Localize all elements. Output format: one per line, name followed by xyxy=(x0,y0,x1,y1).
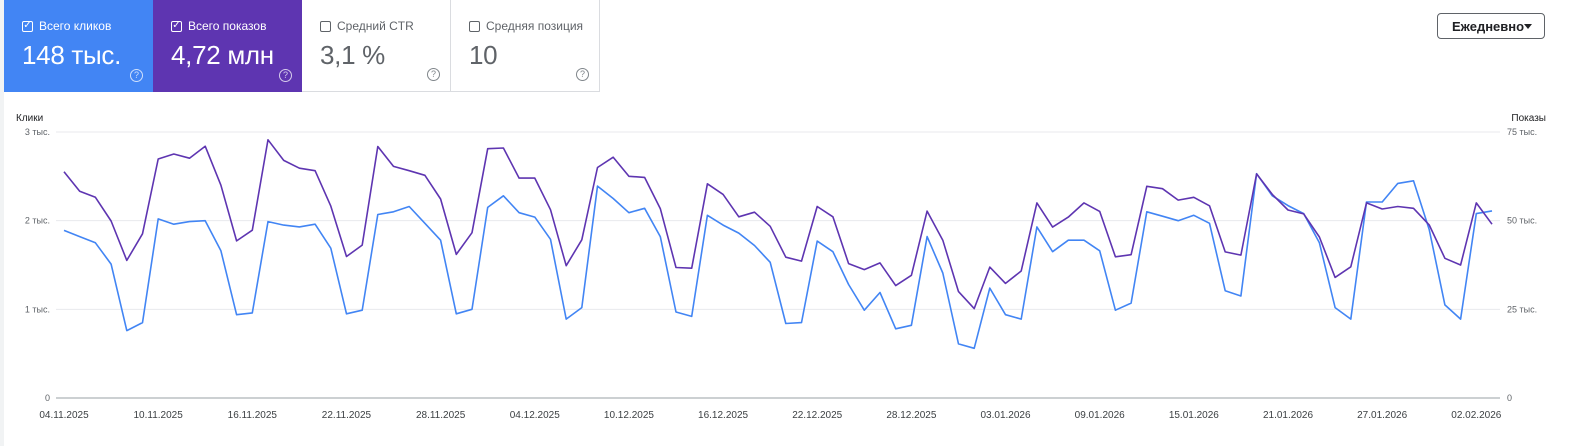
right-axis-tick-label: 25 тыс. xyxy=(1507,304,1537,314)
checkbox[interactable] xyxy=(469,20,480,32)
x-tick-label: 04.12.2025 xyxy=(510,410,560,421)
help-icon[interactable]: ? xyxy=(427,68,440,81)
checkbox[interactable] xyxy=(320,20,331,32)
tile-average-ctr[interactable]: Средний CTR 3,1 % ? xyxy=(302,0,451,92)
left-axis-tick-label: 2 тыс. xyxy=(25,216,50,226)
tile-label: Всего показов xyxy=(188,19,267,33)
right-axis-tick-label: 50 тыс. xyxy=(1507,216,1537,226)
tile-total-clicks[interactable]: ✓ Всего кликов 148 тыс. ? xyxy=(4,0,153,92)
tile-value: 10 xyxy=(469,40,498,70)
impressions-series-line xyxy=(63,139,1493,310)
right-axis-tick-label: 75 тыс. xyxy=(1507,127,1537,137)
left-axis-tick-label: 3 тыс. xyxy=(25,127,50,137)
x-tick-label: 16.12.2025 xyxy=(698,410,748,421)
period-dropdown[interactable]: Ежедневно xyxy=(1437,13,1545,39)
clicks-series-line xyxy=(63,172,1493,350)
x-tick-label: 15.01.2026 xyxy=(1169,410,1219,421)
x-tick-label: 10.11.2025 xyxy=(133,410,183,421)
tile-total-impressions[interactable]: ✓ Всего показов 4,72 млн ? xyxy=(153,0,302,92)
help-icon[interactable]: ? xyxy=(576,68,589,81)
chevron-down-icon xyxy=(1524,24,1532,29)
period-dropdown-label: Ежедневно xyxy=(1452,18,1525,34)
left-axis-tick-label: 1 тыс. xyxy=(25,304,50,314)
x-tick-label: 22.12.2025 xyxy=(792,410,842,421)
tile-average-position[interactable]: Средняя позиция 10 ? xyxy=(451,0,600,92)
x-tick-label: 03.01.2026 xyxy=(981,410,1031,421)
help-icon[interactable]: ? xyxy=(279,69,292,82)
checkbox[interactable]: ✓ xyxy=(171,20,182,32)
right-axis-title: Показы xyxy=(1511,113,1546,124)
help-icon[interactable]: ? xyxy=(130,69,143,82)
x-tick-label: 21.01.2026 xyxy=(1263,410,1313,421)
right-axis-tick-label: 0 xyxy=(1507,393,1512,403)
tile-value: 4,72 млн xyxy=(171,40,274,70)
tile-value: 3,1 % xyxy=(320,40,385,70)
metric-tiles: ✓ Всего кликов 148 тыс. ? ✓ Всего показов … xyxy=(4,0,600,92)
checkbox[interactable]: ✓ xyxy=(22,20,33,32)
x-tick-label: 02.02.2026 xyxy=(1451,410,1501,421)
left-axis-title: Клики xyxy=(16,113,43,124)
x-tick-label: 28.12.2025 xyxy=(886,410,936,421)
x-tick-label: 04.11.2025 xyxy=(39,410,89,421)
tile-value: 148 тыс. xyxy=(22,40,122,70)
tile-label: Средняя позиция xyxy=(486,19,584,33)
tile-label: Средний CTR xyxy=(337,19,414,33)
left-axis-tick-label: 0 xyxy=(45,393,50,403)
x-tick-label: 22.11.2025 xyxy=(322,410,372,421)
x-tick-label: 16.11.2025 xyxy=(228,410,278,421)
x-tick-label: 28.11.2025 xyxy=(416,410,466,421)
x-tick-label: 10.12.2025 xyxy=(604,410,654,421)
x-tick-label: 27.01.2026 xyxy=(1357,410,1407,421)
tile-label: Всего кликов xyxy=(39,19,112,33)
x-tick-label: 09.01.2026 xyxy=(1075,410,1125,421)
